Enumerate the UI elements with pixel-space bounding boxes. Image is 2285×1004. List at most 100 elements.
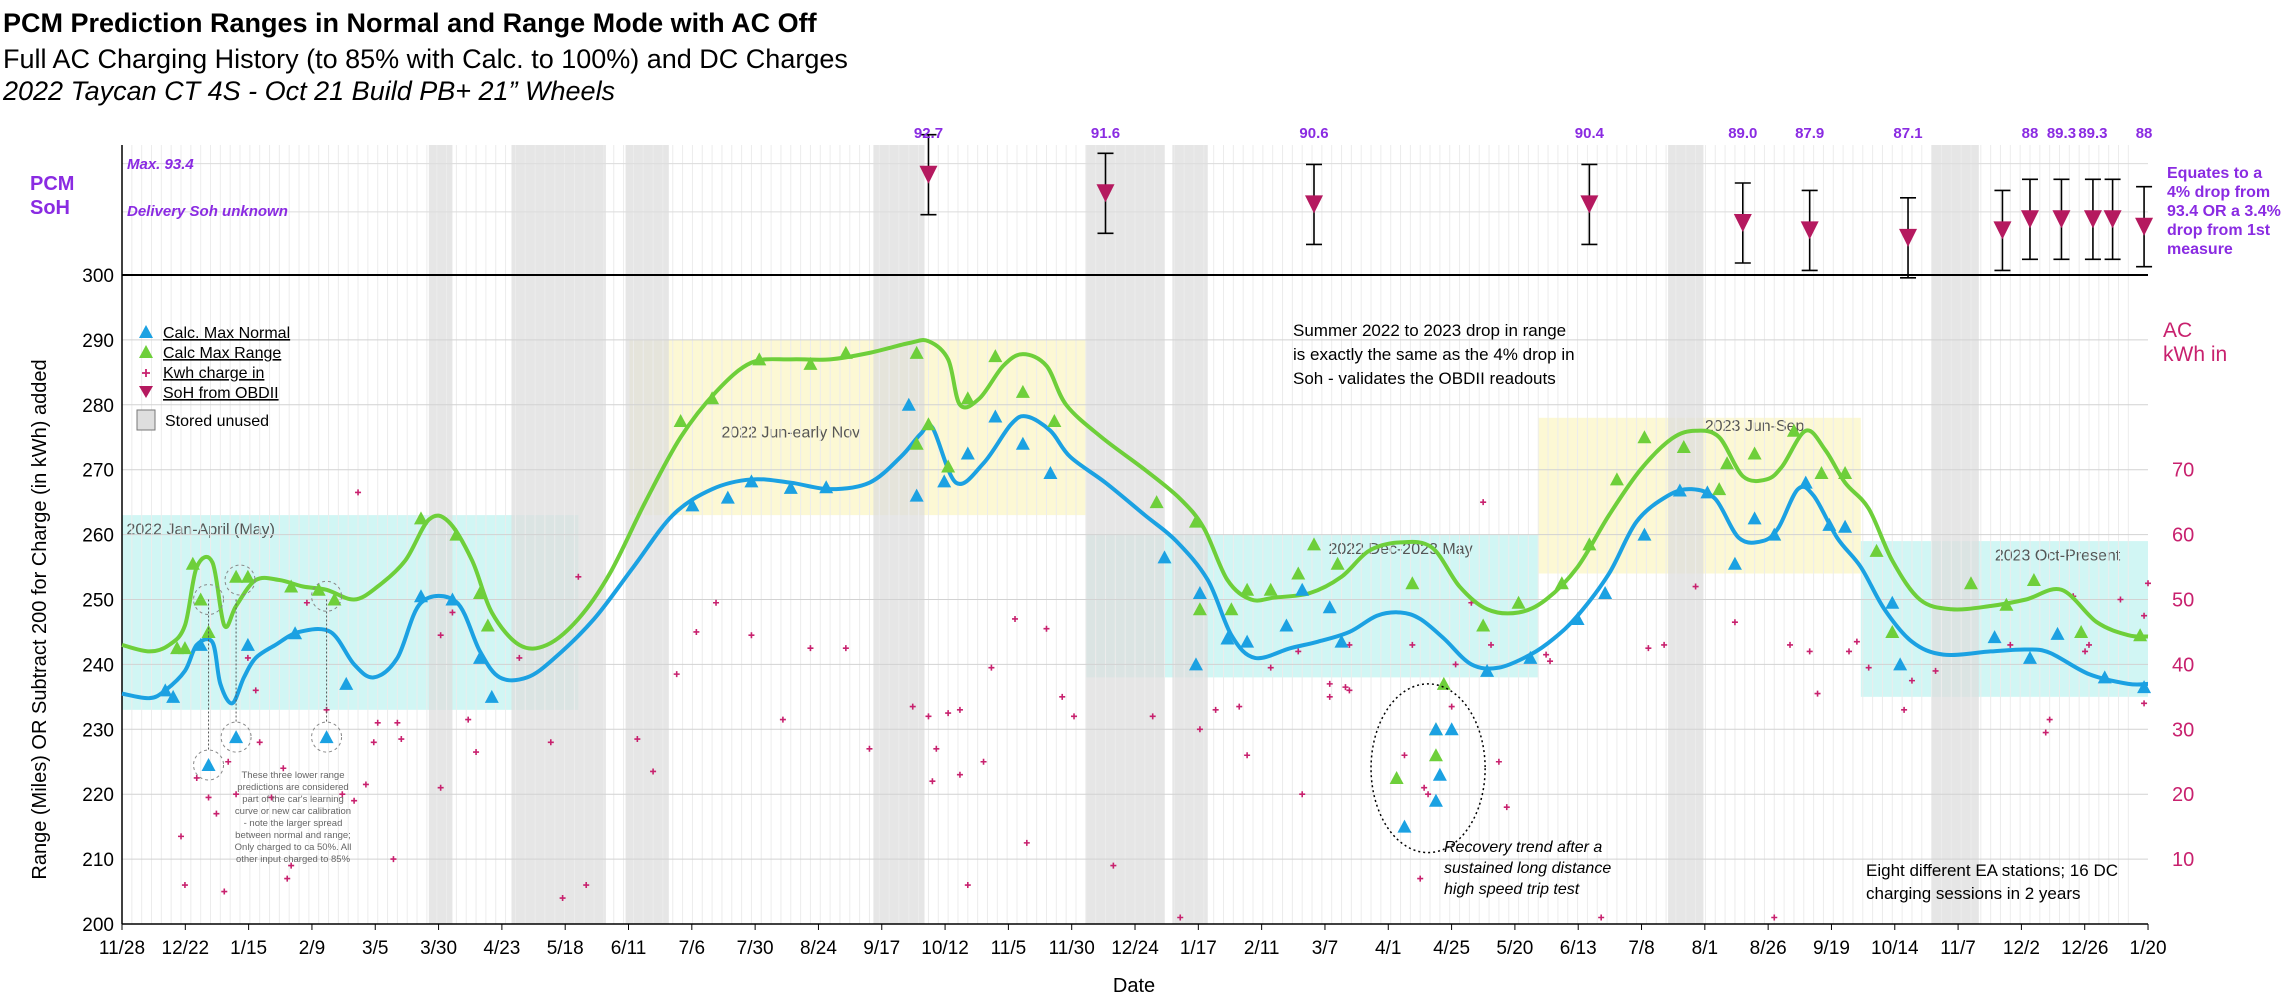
soh-value-label: 90.6 [1299, 125, 1328, 142]
kwh-point [213, 810, 220, 817]
kwh-point [437, 632, 444, 639]
range-markers [139, 325, 2152, 833]
chart-subtitle: Full AC Charging History (to 85% with Ca… [3, 44, 848, 74]
x-tick-label: 6/13 [1560, 938, 1597, 959]
kwh-point [1448, 703, 1455, 710]
kwh-point [1480, 499, 1487, 506]
y-tick-label: 270 [82, 461, 114, 482]
kwh-point [1326, 680, 1333, 687]
x-tick-label: 2/11 [1244, 938, 1280, 959]
range-marker [1149, 495, 1164, 509]
x-tick-label: 12/24 [1111, 938, 1159, 959]
range-marker [229, 569, 244, 583]
range-marker [1814, 465, 1829, 479]
learning-circle [224, 564, 256, 596]
normal-marker [819, 480, 834, 494]
kwh-point [1692, 583, 1699, 590]
kwh-point [465, 716, 472, 723]
range-marker [1637, 430, 1652, 444]
range-marker [960, 391, 975, 405]
range-marker [1747, 446, 1762, 460]
kwh-point [1932, 667, 1939, 674]
range-marker [1869, 543, 1884, 557]
kwh-point [303, 599, 310, 606]
learning-annotation: Only charged to ca 50%. All [235, 842, 352, 853]
learning-annotation: between normal and range; [235, 830, 351, 841]
soh-value-label: 88 [2022, 125, 2039, 142]
kwh-point [547, 739, 554, 746]
soh-marker [919, 165, 938, 184]
soh-marker [2020, 210, 2039, 229]
legend-soh-label: SoH from OBDII [163, 385, 279, 402]
kwh-point [2046, 716, 2053, 723]
range-marker [1511, 595, 1526, 609]
kwh-point [713, 599, 720, 606]
soh-value-label: 88 [2136, 125, 2153, 142]
soh-value-label: 91.6 [1091, 125, 1120, 142]
range-marker [2074, 624, 2089, 638]
normal-marker [1767, 527, 1782, 541]
kwh-point [2141, 612, 2148, 619]
range-marker [1963, 576, 1978, 590]
recovery-annotation: Recovery trend after a [1444, 839, 1602, 856]
recovery-annotation: high speed trip test [1444, 881, 1580, 898]
range-marker [1263, 582, 1278, 596]
range-marker [1554, 576, 1569, 590]
kwh-point [2082, 648, 2089, 655]
x-tick-label: 8/26 [1750, 938, 1787, 959]
kwh-point [1598, 914, 1605, 921]
x-tick-label: 7/30 [737, 938, 774, 959]
kwh-point [1177, 914, 1184, 921]
normal-marker [937, 474, 952, 488]
kwh-point [516, 654, 523, 661]
soh-drop-note: measure [2167, 241, 2233, 258]
kwh-point [807, 645, 814, 652]
normal-marker [1334, 634, 1349, 648]
x-tick-label: 5/18 [547, 938, 584, 959]
range-marker [240, 569, 255, 583]
kwh-point [178, 833, 185, 840]
kwh-point [1661, 641, 1668, 648]
normal-marker [229, 730, 244, 744]
kwh-point [1295, 648, 1302, 655]
kwh-point [964, 882, 971, 889]
normal-marker [413, 589, 428, 603]
kwh-point [673, 671, 680, 678]
kwh-point [1236, 703, 1243, 710]
y-tick-label: 210 [82, 850, 114, 871]
y2-tick-label: 70 [2172, 460, 2194, 482]
kwh-point [268, 794, 275, 801]
normal-marker [1279, 618, 1294, 632]
kwh-point [1495, 758, 1502, 765]
summer-annotation: Soh - validates the OBDII readouts [1293, 369, 1556, 388]
normal-marker [1987, 630, 2002, 644]
range-marker [1436, 676, 1451, 690]
kwh-point [634, 736, 641, 743]
kwh-point [1488, 641, 1495, 648]
normal-marker [1188, 657, 1203, 671]
normal-marker [1157, 550, 1172, 564]
range-marker [177, 641, 192, 655]
legend: Calc. Max Normal Calc Max Range Kwh charge… [136, 325, 290, 431]
grid [121, 145, 2148, 925]
kwh-point [1110, 862, 1117, 869]
range-marker [1582, 537, 1597, 551]
kwh-point [1421, 784, 1428, 791]
normal-marker [1598, 586, 1613, 600]
kwh-point [1342, 684, 1349, 691]
normal-marker [1295, 582, 1310, 596]
kwh-point [362, 781, 369, 788]
x-tick-label: 11/5 [991, 938, 1027, 959]
range-marker [909, 436, 924, 450]
kwh-point [355, 489, 362, 496]
x-tick-label: 12/22 [162, 938, 210, 959]
normal-marker [240, 637, 255, 651]
x-tick-label: 3/30 [420, 938, 457, 959]
normal-marker [193, 637, 208, 651]
kwh-point [288, 862, 295, 869]
y-tick-label: 250 [82, 591, 114, 612]
soh-marker [1304, 195, 1323, 214]
kwh-point [1503, 804, 1510, 811]
